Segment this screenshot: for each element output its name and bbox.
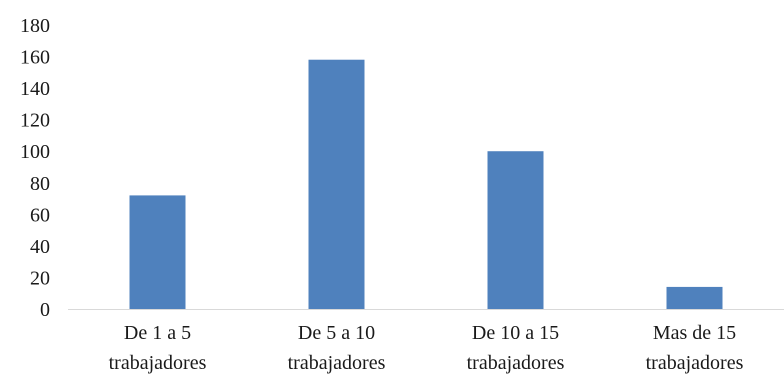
x-category-label-line2: trabajadores <box>109 352 207 374</box>
x-category-label: De 5 a 10 <box>298 322 375 344</box>
y-axis-ticks: 0 20 40 60 80 100 120 140 160 180 <box>20 15 50 321</box>
y-tick-label: 160 <box>20 47 50 69</box>
x-axis-labels: De 1 a 5 trabajadores De 5 a 10 trabajadore… <box>109 322 744 374</box>
y-tick-label: 0 <box>40 299 50 321</box>
y-tick-label: 180 <box>20 15 50 37</box>
x-category-label-line2: trabajadores <box>646 352 744 374</box>
y-tick-label: 20 <box>30 267 50 289</box>
x-category-label-line2: trabajadores <box>467 352 565 374</box>
x-category-label: Mas de 15 <box>653 322 736 344</box>
bar <box>129 195 186 309</box>
x-category-label: De 1 a 5 <box>124 322 191 344</box>
y-tick-label: 100 <box>20 141 50 163</box>
y-tick-label: 140 <box>20 78 50 100</box>
bar <box>666 286 723 309</box>
y-tick-label: 120 <box>20 110 50 132</box>
y-tick-label: 40 <box>30 236 50 258</box>
bar <box>308 59 365 309</box>
y-tick-label: 60 <box>30 204 50 226</box>
x-category-label-line2: trabajadores <box>288 352 386 374</box>
x-category-label: De 10 a 15 <box>472 322 559 344</box>
bar <box>487 151 544 309</box>
bars-group <box>129 59 723 309</box>
y-tick-label: 80 <box>30 173 50 195</box>
